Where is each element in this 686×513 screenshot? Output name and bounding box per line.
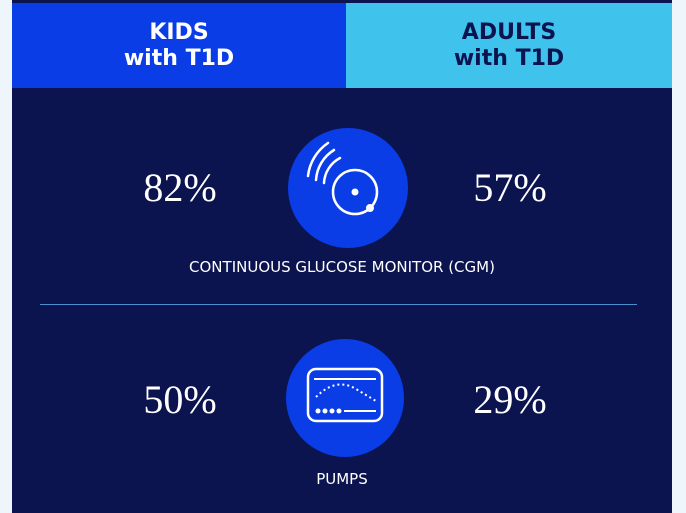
top-bar [12,0,672,3]
cgm-icon [288,128,408,248]
header-text: ADULTS [461,19,557,45]
row-label: CONTINUOUS GLUCOSE MONITOR (CGM) [189,258,495,276]
header-text: with T1D [453,45,565,71]
adults-header: ADULTS with T1D [346,3,672,88]
adults-percent: 57% [473,165,547,210]
kids-percent: 82% [143,165,217,210]
divider [40,304,637,305]
row-label: PUMPS [316,470,368,488]
header-text: with T1D [123,45,235,71]
kids-percent: 50% [143,377,217,422]
adults-percent: 29% [473,377,547,422]
pump-icon [286,339,404,457]
kids-header: KIDS with T1D [12,3,346,88]
panel: 82% 57% CONTINUOUS GLUCOSE MONITOR (CGM)… [12,88,672,513]
header-text: KIDS [149,19,209,45]
